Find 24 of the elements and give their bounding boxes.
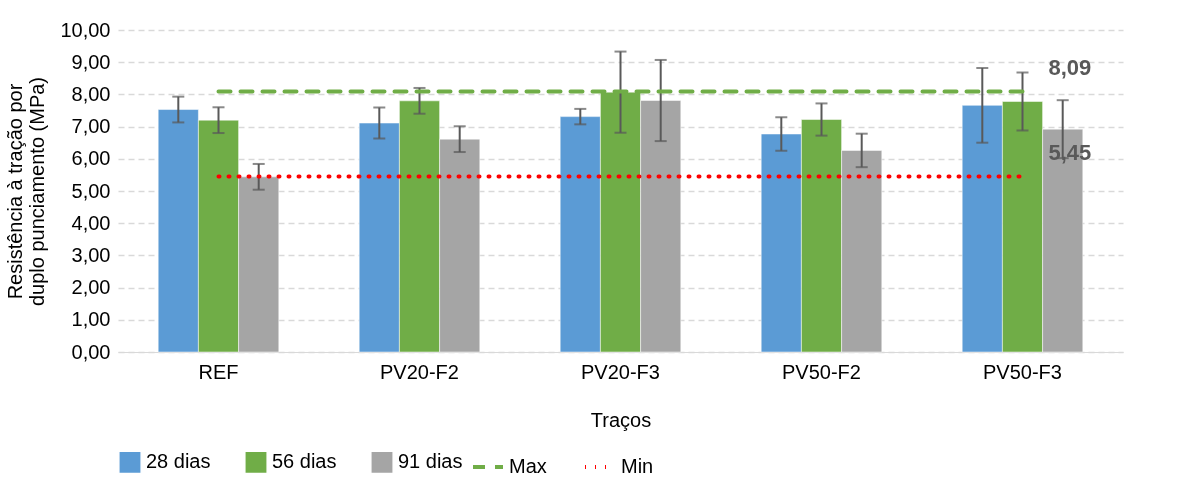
legend-label: 56 dias [272,450,337,473]
y-tick-label: 2,00 [71,276,111,299]
y-tick-label: 3,00 [71,243,111,266]
legend-label: 91 dias [398,450,463,473]
x-tick-label: PV20-F3 [581,360,660,383]
y-tick-label: 9,00 [71,50,111,73]
y-tick-label: 5,00 [71,179,111,202]
data-label: 8,09 [1048,54,1092,80]
y-tick-label: 0,00 [71,340,111,363]
x-tick-label: PV50-F3 [983,360,1062,383]
y-tick-label: 4,00 [71,211,111,234]
legend-label: Min [621,455,654,477]
x-tick-label: REF [198,360,239,383]
y-tick-label: 10,00 [60,18,111,41]
x-tick-label: PV50-F2 [782,360,861,383]
legend-label: 28 dias [146,450,211,473]
y-tick-label: 6,00 [71,147,111,170]
y-tick-label: 1,00 [71,308,111,331]
y-axis-title: Resistência à tração por duplo punciamento (MPa) [4,76,49,307]
x-tick-label: PV20-F2 [380,360,459,383]
x-axis-title: Traços [590,408,652,431]
legend-label: Max [509,455,547,477]
y-tick-label: 7,00 [71,115,111,138]
y-tick-label: 8,00 [71,82,111,105]
